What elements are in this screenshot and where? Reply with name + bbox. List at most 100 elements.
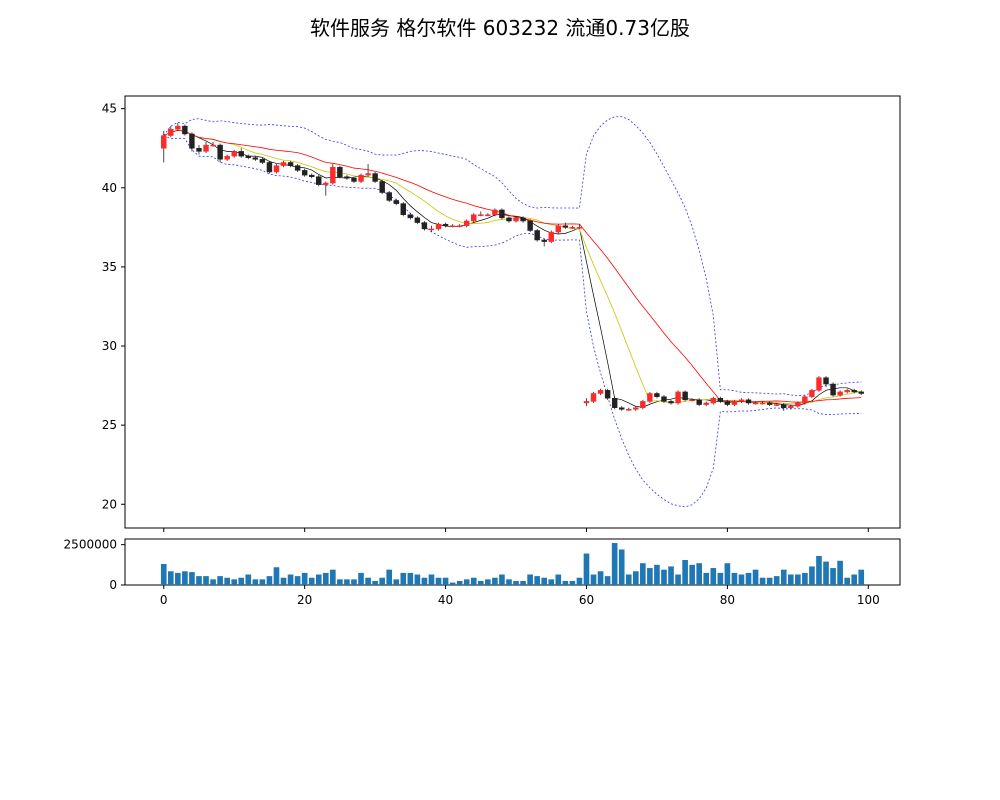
volume-bar [435, 577, 442, 585]
volume-bar [520, 580, 526, 585]
volume-bar [322, 572, 329, 585]
candle-body [301, 170, 308, 176]
volume-bar [851, 574, 858, 585]
price-ytick-label: 35 [102, 260, 117, 274]
volume-bar [492, 577, 498, 585]
volume-bar [647, 568, 653, 585]
candle-body [414, 217, 421, 223]
candle-body [421, 222, 428, 230]
price-ytick-label: 45 [102, 102, 117, 116]
volume-bar [632, 571, 639, 585]
candle-body [851, 390, 857, 393]
volume-bar [548, 579, 555, 585]
volume-bar [358, 572, 364, 585]
bollinger-lower-line [163, 135, 862, 508]
volume-bar [717, 572, 724, 585]
candle-body [738, 399, 745, 402]
volume-bar [513, 580, 519, 585]
candle-body [781, 404, 787, 408]
candle-body [161, 135, 167, 149]
price-panel: 20 25 30 35 40 45 [102, 95, 901, 532]
candle-body [569, 227, 576, 229]
candle-body [280, 162, 287, 166]
volume-bar [576, 577, 583, 585]
chart-title: 软件服务 格尔软件 603232 流通0.73亿股 [310, 16, 690, 40]
volume-bar [372, 580, 378, 585]
candle-body [308, 174, 315, 177]
candle-body [858, 391, 864, 394]
candle-body [837, 391, 843, 396]
volume-bar [689, 564, 695, 585]
candle-body [238, 151, 244, 157]
candle-body [513, 217, 519, 222]
volume-bar [315, 574, 322, 585]
volume-bar [527, 574, 533, 585]
volume-bar [696, 563, 703, 585]
candle-body [640, 401, 646, 408]
candle-body [583, 401, 590, 404]
candle-body [259, 159, 266, 163]
candle-body [668, 401, 674, 404]
candle-body [407, 214, 414, 219]
candle-body [534, 230, 540, 241]
candle-body [196, 147, 202, 152]
volume-bar [731, 572, 738, 585]
candle-body [463, 220, 470, 227]
candle-body [647, 393, 653, 402]
volume-bar [231, 579, 238, 585]
candle-body [386, 192, 392, 201]
volume-bar [675, 574, 681, 585]
candle-body [710, 397, 717, 404]
volume-bar [421, 577, 428, 585]
candle-body [745, 399, 752, 404]
volume-bar [414, 574, 421, 585]
volume-bar [597, 571, 604, 585]
candle-body [499, 209, 505, 219]
volume-bar [485, 579, 491, 585]
volume-bar [182, 571, 188, 585]
volume-bar [330, 569, 336, 585]
candle-body [654, 393, 660, 397]
candle-body [442, 223, 449, 227]
volume-bar [837, 560, 843, 585]
candle-body [520, 217, 526, 222]
volume-bar [710, 568, 717, 585]
volume-bar [160, 564, 167, 585]
volume-bar [682, 559, 688, 585]
candle-body [562, 225, 569, 228]
volume-bar [541, 577, 548, 585]
volume-plot-area [124, 538, 901, 586]
candle-body [703, 402, 709, 405]
candle-body [210, 144, 216, 147]
volume-bar [506, 579, 512, 585]
xtick-label: 20 [297, 593, 312, 607]
volume-bar [555, 574, 562, 585]
candle-body [231, 151, 237, 157]
candle-body [217, 144, 223, 160]
volume-bar [809, 566, 815, 585]
volume-bar [562, 580, 569, 585]
candle-body [590, 393, 597, 402]
candle-body [604, 390, 611, 399]
volume-bar [217, 576, 223, 585]
price-plot-area [124, 95, 901, 529]
volume-bar [661, 569, 667, 585]
candle-body [372, 173, 378, 182]
volume-bar [407, 572, 414, 585]
candle-body [830, 383, 836, 396]
xtick-label: 0 [160, 593, 168, 607]
volume-bar [816, 555, 822, 585]
candle-body [626, 409, 632, 411]
volume-bar [456, 580, 463, 585]
candle-body [344, 176, 350, 179]
volume-bar [351, 579, 357, 585]
volume-bar [175, 572, 181, 585]
candle-body [365, 173, 371, 176]
volume-bar [830, 568, 836, 585]
candle-body [576, 227, 583, 229]
candle-body [506, 217, 512, 222]
ma-mid-line [163, 129, 862, 405]
candle-body [435, 223, 442, 230]
candle-body [724, 401, 731, 405]
